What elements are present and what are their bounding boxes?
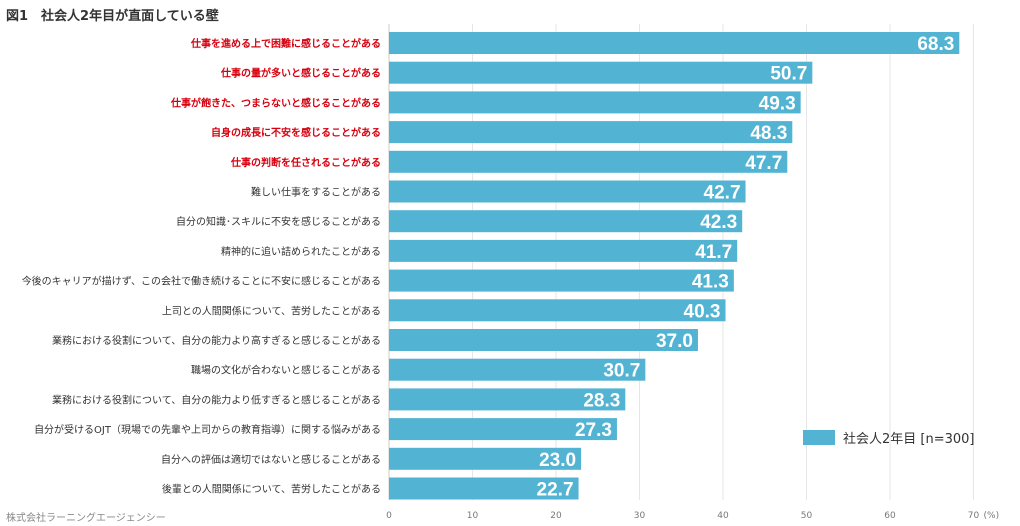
chart-title: 図1 社会人2年目が直面している壁	[6, 9, 219, 24]
legend: 社会人2年目 [n=300]	[803, 428, 975, 447]
legend-swatch	[803, 430, 835, 445]
category-label: 精神的に追い詰められたことがある	[221, 245, 381, 258]
x-tick-label: 70	[968, 511, 980, 521]
x-unit-label: (%)	[984, 511, 1000, 521]
bar	[389, 210, 743, 233]
bar	[389, 418, 617, 441]
source-credit: 株式会社ラーニングエージェンシー	[6, 513, 166, 524]
category-label: 自身の成長に不安を感じることがある	[211, 126, 381, 139]
bar	[389, 61, 813, 84]
bar	[389, 388, 626, 411]
bar-value-label: 22.7	[537, 480, 574, 501]
x-tick-label: 60	[884, 511, 896, 521]
bar-value-label: 23.0	[539, 450, 576, 471]
bar-value-label: 40.3	[684, 301, 721, 322]
bar-value-label: 30.7	[603, 361, 640, 382]
bar	[389, 299, 726, 322]
category-label: 自分の知識･スキルに不安を感じることがある	[176, 215, 381, 228]
category-label: 今後のキャリアが描けず、この会社で働き続けることに不安に感じることがある	[22, 275, 381, 288]
bar-value-label: 47.7	[745, 153, 782, 174]
x-tick-label: 10	[467, 511, 479, 521]
bar	[389, 91, 801, 114]
bar	[389, 477, 579, 500]
bar-value-label: 48.3	[750, 123, 787, 144]
bar-value-label: 49.3	[759, 93, 796, 114]
category-label: 職場の文化が合わないと感じることがある	[191, 364, 381, 377]
legend-label: 社会人2年目 [n=300]	[843, 432, 975, 447]
bar	[389, 239, 738, 262]
bar	[389, 329, 698, 351]
x-tick-label: 20	[550, 511, 562, 521]
category-label: 仕事の量が多いと感じることがある	[220, 67, 381, 80]
bar-value-label: 28.3	[583, 390, 620, 411]
category-label: 仕事を進める上で困難に感じることがある	[190, 37, 381, 50]
category-label: 業務における役割について、自分の能力より低すぎると感じることがある	[52, 393, 381, 406]
bar	[389, 180, 746, 203]
bar-value-label: 42.7	[704, 183, 741, 204]
bar	[389, 121, 793, 144]
bar-value-label: 41.7	[695, 242, 732, 263]
bar	[389, 150, 788, 173]
category-label: 業務における役割について、自分の能力より高すぎると感じることがある	[52, 334, 381, 347]
bar-value-label: 27.3	[575, 420, 612, 441]
category-label: 後輩との人間関係について、苦労したことがある	[162, 483, 381, 496]
category-label: 仕事が飽きた、つまらないと感じることがある	[170, 96, 381, 109]
x-tick-label: 0	[386, 511, 392, 521]
bar	[389, 358, 646, 381]
x-tick-label: 40	[717, 511, 729, 521]
bar-value-label: 50.7	[770, 64, 807, 85]
bar-value-label: 41.3	[692, 272, 729, 293]
x-tick-label: 50	[801, 511, 813, 521]
bar-value-label: 42.3	[700, 212, 737, 233]
category-label: 難しい仕事をすることがある	[251, 186, 381, 199]
category-label: 自分への評価は適切ではないと感じることがある	[161, 453, 381, 466]
bar-value-label: 68.3	[917, 34, 954, 55]
category-label: 上司との人間関係について、苦労したことがある	[162, 304, 381, 317]
bar-value-label: 37.0	[656, 331, 693, 352]
bar	[389, 269, 734, 292]
x-tick-label: 30	[634, 511, 646, 521]
category-label: 仕事の判断を任されることがある	[230, 156, 381, 169]
bar	[389, 447, 582, 470]
category-label: 自分が受けるOJT（現場での先輩や上司からの教育指導）に関する悩みがある	[34, 423, 381, 436]
bar	[389, 32, 960, 54]
